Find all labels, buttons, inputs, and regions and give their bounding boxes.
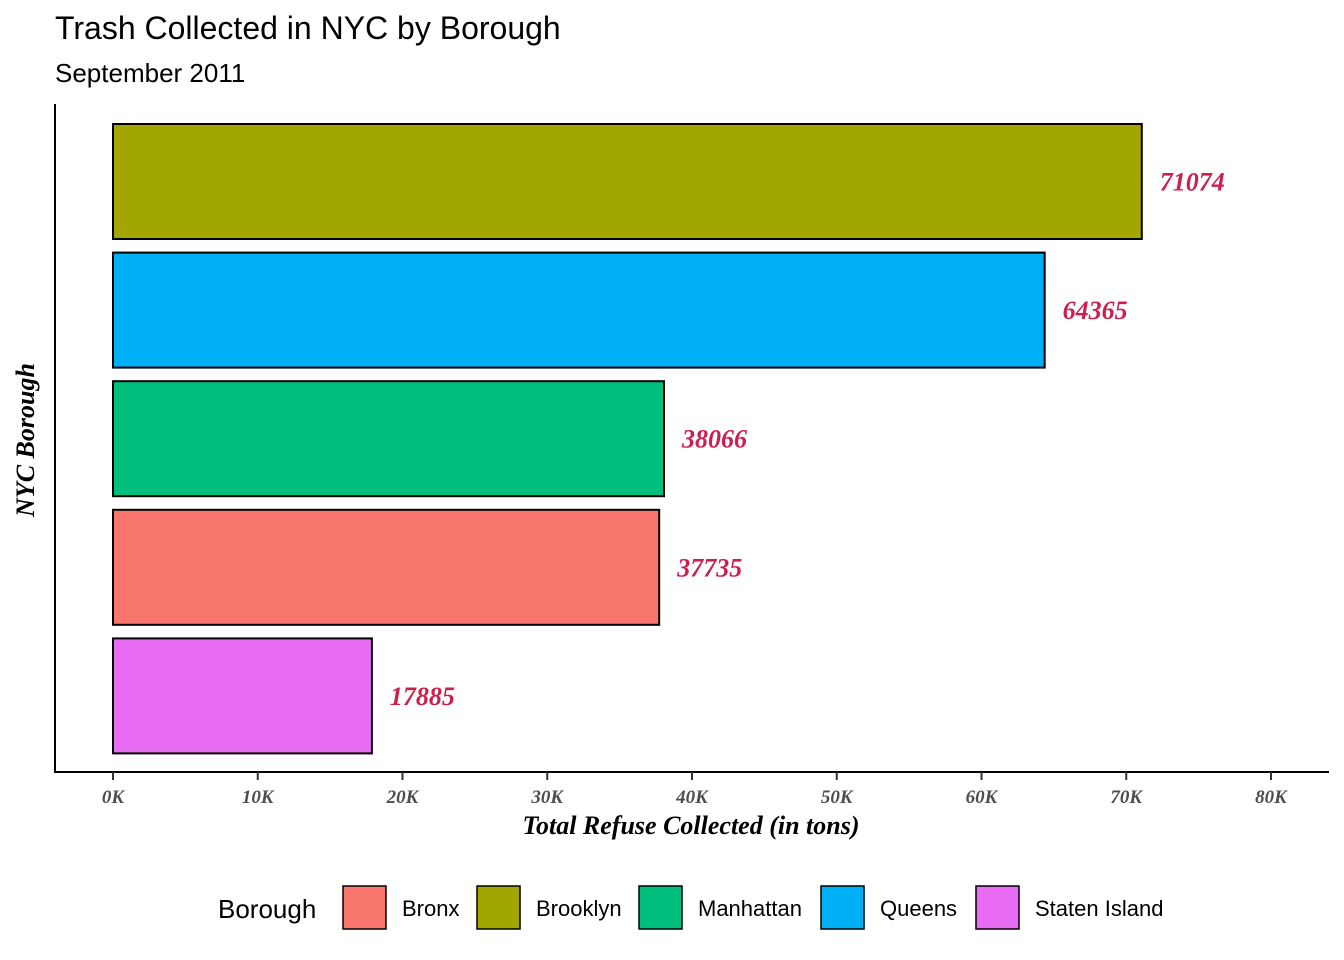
legend-label-bronx: Bronx (402, 896, 459, 921)
data-label-staten-island: 17885 (390, 682, 455, 711)
x-tick-label: 20K (386, 787, 420, 808)
legend-key-staten-island (975, 885, 1020, 930)
legend-key-manhattan (638, 885, 683, 930)
legend-label-brooklyn: Brooklyn (536, 896, 622, 921)
x-tick-label: 70K (1110, 787, 1143, 808)
legend-label-queens: Queens (880, 896, 957, 921)
bar-manhattan (112, 380, 666, 498)
bar-staten-island (112, 637, 373, 755)
x-tick-label: 10K (242, 787, 275, 808)
data-label-queens: 64365 (1063, 296, 1128, 325)
y-axis-title: NYC Borough (11, 363, 40, 518)
data-label-manhattan: 38066 (681, 425, 747, 454)
x-tick-label: 40K (675, 787, 709, 808)
chart-subtitle: September 2011 (55, 58, 246, 88)
chart-title: Trash Collected in NYC by Borough (55, 10, 561, 46)
x-axis-title: Total Refuse Collected (in tons) (522, 811, 859, 840)
x-tick-label: 30K (530, 787, 564, 808)
x-tick-label: 0K (102, 787, 126, 808)
bar-bronx (112, 508, 661, 626)
legend-key-brooklyn (476, 885, 521, 930)
legend-label-staten-island: Staten Island (1035, 896, 1163, 921)
legend-title: Borough (218, 894, 316, 924)
bar-queens (112, 251, 1046, 369)
x-tick-label: 50K (821, 787, 854, 808)
data-label-brooklyn: 71074 (1160, 168, 1225, 197)
bar-brooklyn (112, 123, 1143, 240)
legend-key-bronx (342, 885, 387, 930)
data-label-bronx: 37735 (676, 553, 742, 582)
bar-labels-group: 71074 64365 38066 37735 17885 (390, 168, 1225, 711)
legend: Bronx Brooklyn Manhattan Queens Staten Islan… (342, 885, 1163, 930)
x-tick-label: 60K (966, 787, 999, 808)
legend-label-manhattan: Manhattan (698, 896, 802, 921)
legend-key-queens (820, 885, 865, 930)
x-tick-label: 80K (1255, 787, 1288, 808)
x-ticks-group: 0K 10K 20K 30K 40K 50K 60K 70K 80K (102, 772, 1288, 808)
bars-group (112, 123, 1143, 755)
